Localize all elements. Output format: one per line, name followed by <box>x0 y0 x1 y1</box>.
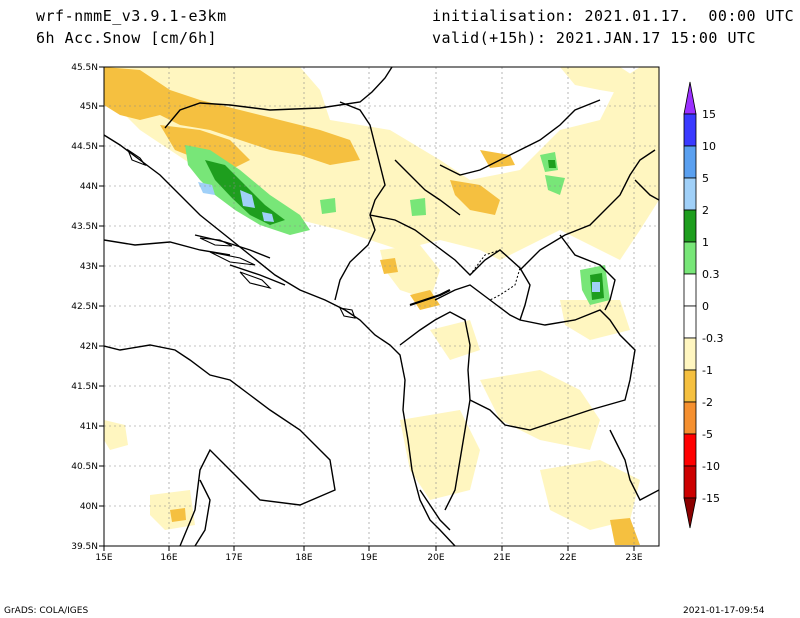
colorbar-cell <box>683 113 697 147</box>
colorbar-label: 5 <box>702 172 709 185</box>
colorbar-label: -1 <box>702 364 713 377</box>
colorbar-label: -15 <box>702 492 720 505</box>
lat-labels: 45.5N 45N 44.5N 44N 43.5N 43N 42.5N 42N … <box>71 63 98 552</box>
colorbar-label: 10 <box>702 140 716 153</box>
map-layers <box>104 67 659 546</box>
lat-label: 43.5N <box>71 222 98 232</box>
colorbar-label: 15 <box>702 108 716 121</box>
colorbar-label: 1 <box>702 236 709 249</box>
border-highlight <box>409 289 451 307</box>
colorbar-label: 0.3 <box>702 268 720 281</box>
colorbar-cell <box>683 465 697 499</box>
lat-label: 40.5N <box>71 462 98 472</box>
lon-label: 21E <box>493 553 510 563</box>
lat-label: 39.5N <box>71 542 98 552</box>
dotted-border <box>469 249 521 301</box>
lon-label: 20E <box>427 553 444 563</box>
lon-label: 18E <box>295 553 312 563</box>
colorbar-cell <box>683 433 697 467</box>
lat-label: 42.5N <box>71 302 98 312</box>
lon-label: 19E <box>360 553 377 563</box>
colorbar-cell <box>683 369 697 403</box>
credit-text: GrADS: COLA/IGES <box>4 606 89 616</box>
colorbar-label: 0 <box>702 300 709 313</box>
lat-label: 44.5N <box>71 142 98 152</box>
lon-label: 16E <box>160 553 177 563</box>
lat-label: 43N <box>80 262 98 272</box>
lat-label: 40N <box>80 502 98 512</box>
colorbar-label: -10 <box>702 460 720 473</box>
lat-label: 41.5N <box>71 382 98 392</box>
lat-label: 42N <box>80 342 98 352</box>
lat-label: 41N <box>80 422 98 432</box>
colorbar-label: -0.3 <box>702 332 723 345</box>
field-title: 6h Acc.Snow [cm/6h] <box>36 29 218 47</box>
lon-label: 22E <box>559 553 576 563</box>
colorbar-cell <box>683 177 697 211</box>
colorbar-cell <box>683 401 697 435</box>
colorbar-top-arrow <box>683 81 697 115</box>
coastlines-borders <box>104 67 659 546</box>
colorbar-cell <box>683 337 697 371</box>
colorbar-labels: 15 10 5 2 1 0.3 0 -0.3 -1 -2 -5 -10 -15 <box>702 108 723 505</box>
colorbar-label: 2 <box>702 204 709 217</box>
colorbar-bottom-arrow <box>683 497 697 529</box>
init-time: initialisation: 2021.01.17. 00:00 UTC <box>432 7 795 25</box>
colorbar-cell <box>683 209 697 243</box>
islands <box>126 148 356 319</box>
lon-label: 15E <box>95 553 112 563</box>
colorbar <box>683 81 697 529</box>
tick-marks <box>99 66 635 551</box>
snow-moderate-areas <box>104 67 640 545</box>
lon-labels: 15E 16E 17E 18E 19E 20E 21E 22E 23E <box>95 553 642 563</box>
lon-label: 23E <box>625 553 642 563</box>
colorbar-label: -5 <box>702 428 713 441</box>
model-title: wrf-nmmE_v3.9.1-e3km <box>36 7 227 25</box>
lat-label: 45.5N <box>71 63 98 73</box>
colorbar-cell <box>683 273 697 307</box>
colorbar-label: -2 <box>702 396 713 409</box>
lat-label: 45N <box>80 102 98 112</box>
valid-time: valid(+15h): 2021.JAN.17 15:00 UTC <box>432 29 757 47</box>
lon-label: 17E <box>225 553 242 563</box>
lat-label: 44N <box>80 182 98 192</box>
colorbar-cell <box>683 145 697 179</box>
snow-heavy-positive <box>198 182 600 292</box>
colorbar-cell <box>683 241 697 275</box>
colorbar-cell <box>683 305 697 339</box>
timestamp-text: 2021-01-17-09:54 <box>683 606 765 616</box>
